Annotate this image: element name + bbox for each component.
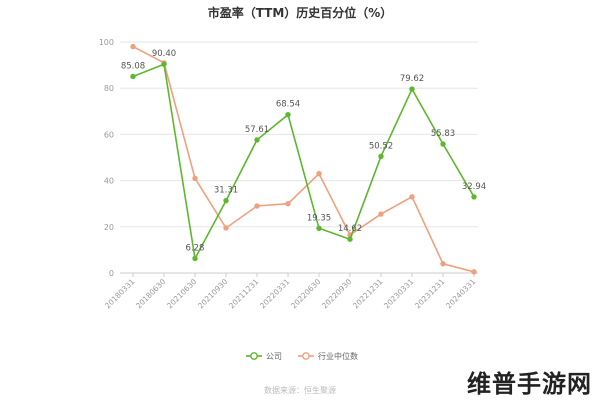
- data-label: 6.28: [186, 243, 205, 253]
- series-line-0: [132, 63, 475, 261]
- data-point: [285, 201, 291, 207]
- y-tick-label: 40: [104, 177, 114, 186]
- series-layer: [130, 43, 477, 275]
- x-tick-label: 20210630: [165, 277, 199, 311]
- data-point: [223, 197, 229, 204]
- x-axis: 2018033120180630202106302021093020211231…: [103, 273, 478, 310]
- data-point: [192, 255, 198, 262]
- data-label: 55.83: [431, 129, 455, 139]
- data-point: [130, 43, 136, 50]
- data-point: [471, 269, 477, 275]
- legend-label: 公司: [266, 352, 282, 361]
- data-point: [285, 111, 291, 118]
- x-tick-label: 20180331: [103, 277, 137, 311]
- data-point: [409, 86, 415, 92]
- grid: [120, 41, 478, 274]
- source-note: 数据来源：恒生聚源: [264, 385, 336, 395]
- data-label: 19.35: [307, 213, 331, 223]
- data-label: 50.52: [369, 141, 393, 151]
- data-point: [316, 170, 322, 177]
- data-point: [223, 225, 229, 231]
- y-tick-label: 80: [104, 84, 114, 93]
- data-label: 31.31: [214, 186, 238, 196]
- data-label: 32.94: [462, 182, 486, 192]
- data-label: 14.62: [338, 224, 362, 234]
- x-tick-label: 20240331: [444, 277, 478, 311]
- chart-title: 市盈率（TTM）历史百分位（%）: [208, 5, 393, 20]
- data-label: 57.61: [245, 125, 269, 135]
- x-tick-label: 20180630: [134, 277, 168, 311]
- data-point: [161, 61, 167, 67]
- legend-label: 行业中位数: [318, 351, 358, 361]
- y-tick-label: 100: [99, 38, 114, 47]
- x-tick-label: 20231231: [413, 277, 447, 311]
- data-label: 79.62: [400, 74, 424, 84]
- legend-swatch-marker: [302, 352, 310, 360]
- y-axis: 0 20 40 60 80 100: [99, 38, 114, 278]
- x-tick-label: 20210930: [196, 277, 230, 311]
- legend-swatch-marker: [250, 352, 258, 360]
- data-point: [409, 194, 415, 200]
- data-label: 90.40: [152, 49, 176, 59]
- data-point: [254, 203, 260, 209]
- data-point: [316, 225, 322, 232]
- legend[interactable]: 公司 行业中位数: [246, 351, 358, 361]
- y-tick-label: 20: [104, 223, 114, 232]
- data-point: [254, 137, 260, 143]
- data-point: [471, 194, 477, 200]
- x-tick-label: 20211231: [227, 277, 261, 311]
- data-point: [378, 211, 384, 217]
- data-point: [440, 141, 446, 147]
- y-tick-label: 60: [104, 130, 114, 139]
- x-tick-label: 20220630: [289, 277, 323, 311]
- data-label: 68.54: [276, 100, 300, 110]
- series-line-1: [132, 45, 475, 273]
- x-tick-label: 20220930: [320, 277, 354, 311]
- x-tick-label: 20220331: [258, 277, 292, 311]
- watermark: 维普手游网: [467, 370, 592, 398]
- data-point: [347, 236, 353, 242]
- data-point: [192, 175, 198, 181]
- data-label: 85.08: [121, 61, 145, 71]
- data-point: [378, 153, 384, 159]
- data-point: [440, 261, 446, 267]
- x-tick-label: 20221231: [351, 277, 385, 311]
- x-tick-label: 20230331: [382, 277, 416, 311]
- y-tick-label: 0: [109, 269, 114, 278]
- data-labels: 85.08 90.40 6.28 31.31 57.61 68.54 19.35 14.62 5…: [121, 49, 486, 253]
- data-point: [130, 73, 136, 80]
